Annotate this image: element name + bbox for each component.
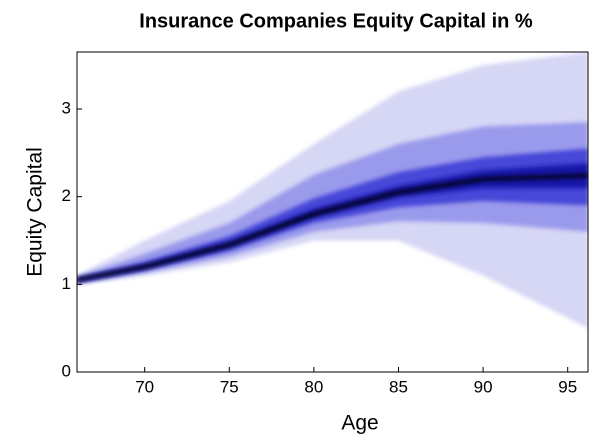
median-line bbox=[77, 173, 588, 282]
x-tick-label: 85 bbox=[389, 377, 408, 396]
chart-title: Insurance Companies Equity Capital in % bbox=[139, 10, 533, 32]
y-tick-label: 1 bbox=[62, 274, 71, 293]
x-tick-label: 70 bbox=[135, 377, 154, 396]
x-axis-label: Age bbox=[341, 412, 378, 435]
plot-frame bbox=[76, 51, 589, 373]
y-axis-label: Equity Capital bbox=[24, 147, 47, 277]
x-tick-label: 95 bbox=[558, 377, 577, 396]
y-tick-label: 0 bbox=[62, 361, 71, 380]
x-tick-label: 90 bbox=[474, 377, 493, 396]
x-tick-label: 80 bbox=[304, 377, 323, 396]
x-tick-label: 75 bbox=[220, 377, 239, 396]
plot-area bbox=[77, 52, 588, 329]
y-tick-label: 2 bbox=[62, 186, 71, 205]
y-tick-label: 3 bbox=[62, 98, 71, 117]
